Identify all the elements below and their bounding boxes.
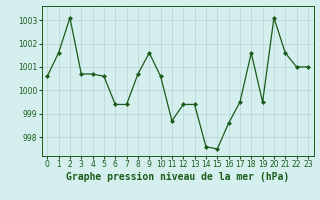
X-axis label: Graphe pression niveau de la mer (hPa): Graphe pression niveau de la mer (hPa) <box>66 172 289 182</box>
